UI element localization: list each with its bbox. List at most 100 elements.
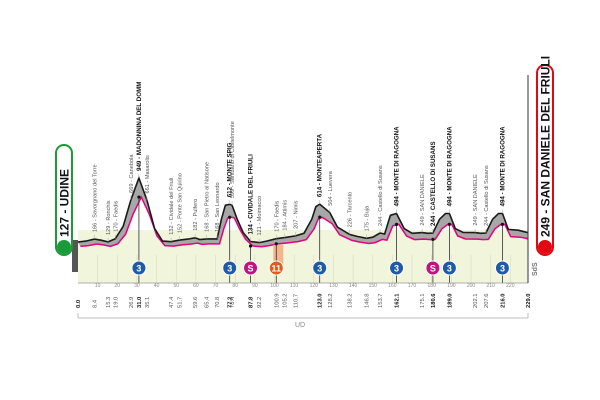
place-label: 175 - Buja <box>364 205 370 231</box>
place-label: 184 - Attimis <box>283 200 289 231</box>
km-label: 189.0 <box>447 293 453 308</box>
km-tick: 200 <box>467 283 476 289</box>
km-tick: 140 <box>349 283 358 289</box>
feed-zone <box>273 244 284 267</box>
km-label: 87.8 <box>249 296 255 308</box>
km-tick: 130 <box>329 283 338 289</box>
feed-label: 11 <box>272 264 282 274</box>
km-label: 8.4 <box>93 299 99 308</box>
place-label: 249 - SAN DANIELE <box>473 174 479 226</box>
km-tick: 70 <box>213 283 219 289</box>
profile-line <box>77 175 529 244</box>
km-tick: 220 <box>506 283 515 289</box>
km-tick: 210 <box>486 283 495 289</box>
place-label: 244 - CASTELLO DI SUSANS <box>430 141 437 226</box>
place-label: 168 - San Pietro al Natisone <box>205 162 211 232</box>
kom-label: 3 <box>447 264 452 274</box>
km-label: 100.9 <box>274 293 280 308</box>
km-tick: 190 <box>447 283 456 289</box>
place-label: 504 - Luevera <box>328 170 334 205</box>
place-label: 132 - Cividale del Friuli <box>169 178 175 235</box>
place-label: 494 - MONTE DI RAGOGNA <box>446 126 453 207</box>
km-label: 175.1 <box>420 293 426 308</box>
km-tick: 50 <box>173 283 179 289</box>
place-label: 170 - Faedis <box>274 200 280 231</box>
markers: 3 3 S 11 3 3 S 3 3 <box>131 195 510 283</box>
start-banner: 127 - UDINE <box>55 144 73 256</box>
km-label: 59.6 <box>193 297 199 308</box>
marker-dot <box>500 222 505 226</box>
marker-dot <box>137 195 141 199</box>
finish-region-label: SdS <box>532 262 539 276</box>
finish-banner: 249 - SAN DANIELE DEL FRIULI <box>536 56 554 256</box>
sprint-label: S <box>248 264 254 274</box>
place-label: 249 - SAN DANIELE <box>420 174 426 226</box>
kom-icon <box>312 260 328 276</box>
km-label: 123.0 <box>318 293 324 308</box>
km-label: 216.0 <box>500 293 506 308</box>
kom-icon <box>494 260 510 276</box>
km-tick: 160 <box>388 283 397 289</box>
region-label: UD <box>295 322 305 329</box>
place-label: 494 - MONTE DI RAGOGNA <box>394 126 401 207</box>
km-tick: 110 <box>290 283 298 289</box>
place-label: 614 - MONTEAPERTA <box>317 133 324 197</box>
km-label: 0.0 <box>76 300 82 308</box>
km-label: 78.4 <box>230 296 236 308</box>
place-label: 599 - Santuario di Castelmonte <box>230 121 236 198</box>
km-labels: 0.0 8.4 15.3 19.0 26.9 31.0 35.1 47.4 51.7 59.6 65… <box>76 293 532 308</box>
km-tick: 170 <box>408 283 417 289</box>
km-label: 110.7 <box>294 294 300 308</box>
km-tick: 100 <box>270 283 279 289</box>
place-label: 168 - San Leonardo <box>215 182 221 231</box>
place-label: 612 - MONTE SPIG <box>227 142 234 197</box>
marker-dot <box>248 244 253 248</box>
km-label: 47.4 <box>169 296 175 308</box>
km-label: 92.2 <box>257 297 263 308</box>
kom-label: 3 <box>136 264 141 274</box>
km-label: 153.7 <box>378 293 384 308</box>
place-label: 244 - Castello di Susans <box>378 165 384 226</box>
km-label: 180.6 <box>431 293 437 308</box>
place-label: 226 - Tarcento <box>348 192 354 228</box>
place-label: 669 - Canebola <box>129 154 135 193</box>
km-tick: 20 <box>115 283 121 289</box>
km-tick: 180 <box>428 283 437 289</box>
kom-label: 3 <box>317 264 322 274</box>
km-label: 138.2 <box>348 293 354 308</box>
place-labels: 166 - Savorgnano del Torre 129 - Ronchis 1… <box>93 82 506 243</box>
km-label: 51.7 <box>178 297 184 308</box>
start-block <box>72 240 78 272</box>
kom-label: 3 <box>394 264 399 274</box>
sprint-label: S <box>430 264 436 274</box>
place-label: 170 - Faedis <box>113 200 119 231</box>
km-tick: 150 <box>369 283 378 289</box>
marker-dot <box>431 237 435 241</box>
kom-label: 3 <box>227 264 232 274</box>
feed-icon <box>268 260 284 276</box>
sprint-icon <box>243 260 259 276</box>
marker-dot <box>394 222 399 226</box>
place-label: 661 - Masarolis <box>145 155 151 193</box>
road-line <box>80 195 529 248</box>
place-label: 182 - Pulfero <box>193 199 199 231</box>
km-label: 202.1 <box>473 293 479 308</box>
kom-icon <box>222 260 238 276</box>
start-icon <box>57 240 71 254</box>
km-label: 26.9 <box>129 297 135 308</box>
finish-label: 249 - SAN DANIELE DEL FRIULI <box>539 56 553 237</box>
km-label: 35.1 <box>145 297 151 308</box>
marker-dot <box>228 215 232 219</box>
kom-icon <box>441 260 457 276</box>
finish-icon <box>538 240 552 254</box>
km-label: 229.0 <box>526 293 532 308</box>
km-tick: 40 <box>154 283 160 289</box>
place-label: 121 - Moimacco <box>257 196 263 236</box>
km-label: 31.0 <box>137 297 143 308</box>
km-tick: 30 <box>134 283 140 289</box>
sprint-icon <box>425 260 441 276</box>
marker-dot <box>274 242 278 246</box>
km-label: 128.2 <box>328 293 334 308</box>
kom-icon <box>389 260 405 276</box>
